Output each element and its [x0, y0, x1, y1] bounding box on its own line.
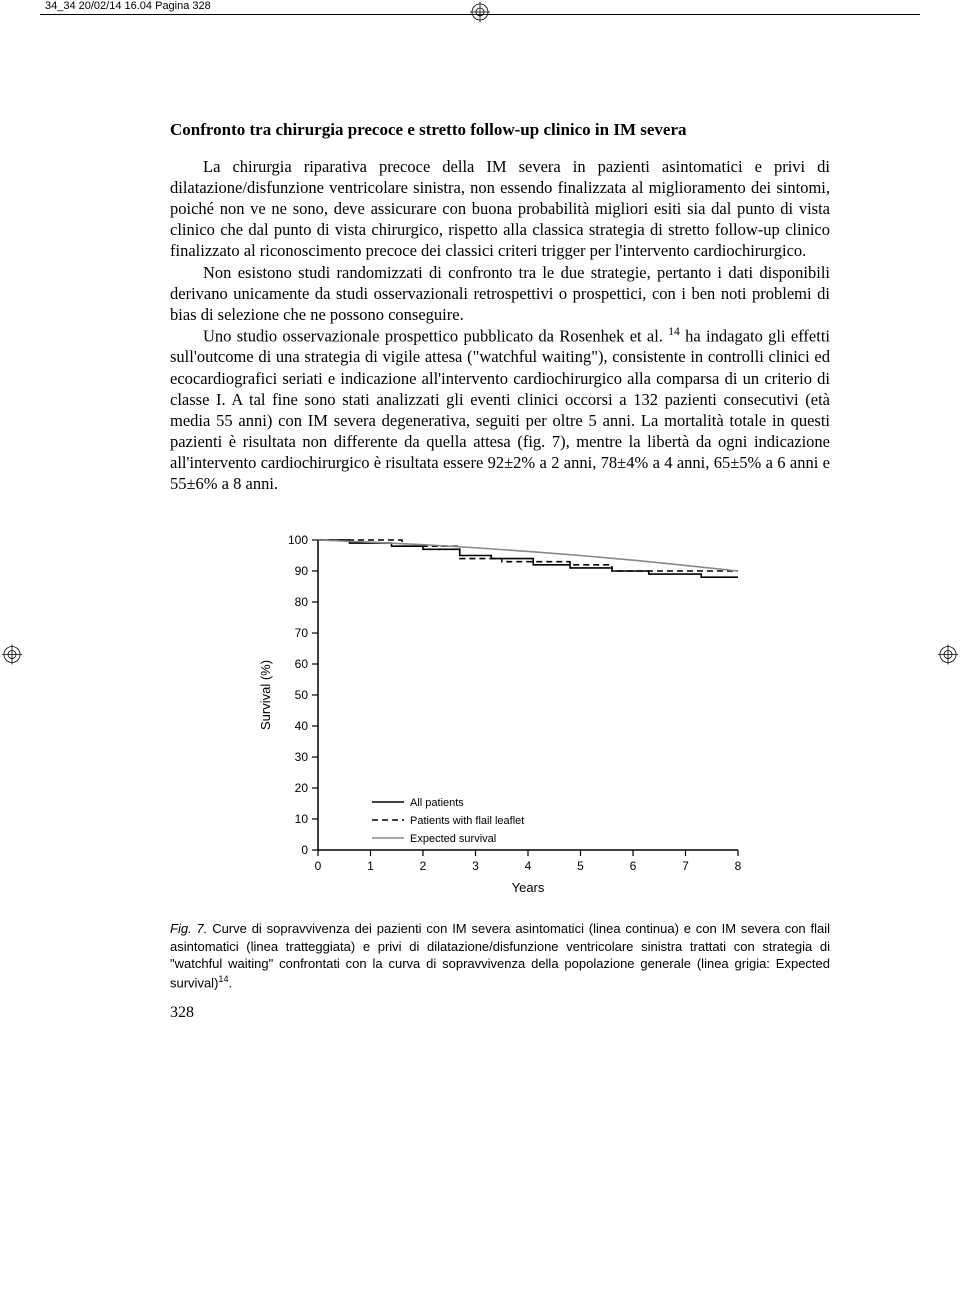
- svg-text:1: 1: [367, 859, 374, 873]
- caption-label: Fig. 7.: [170, 921, 207, 936]
- svg-text:All patients: All patients: [410, 797, 464, 809]
- svg-text:Years: Years: [512, 880, 545, 895]
- caption-ref: 14: [218, 974, 228, 984]
- crop-mark-left: [2, 645, 22, 670]
- svg-text:Expected survival: Expected survival: [410, 833, 496, 845]
- p3-ref: 14: [668, 326, 680, 338]
- caption-text: Curve di sopravvivenza dei pazienti con …: [170, 921, 830, 990]
- svg-text:3: 3: [472, 859, 479, 873]
- svg-text:40: 40: [295, 719, 309, 733]
- svg-text:8: 8: [735, 859, 742, 873]
- p3-part-b: ha indagato gli effetti sull'outcome di …: [170, 326, 830, 493]
- svg-text:6: 6: [630, 859, 637, 873]
- crop-mark-right: [938, 645, 958, 670]
- svg-text:7: 7: [682, 859, 689, 873]
- figure-7: 0 10 20 30 40 50 60 70 80 90 100 0 1 2 3 4 5 6 7 8 Years Surv…: [230, 522, 770, 902]
- svg-text:80: 80: [295, 595, 309, 609]
- svg-text:2: 2: [420, 859, 427, 873]
- svg-text:50: 50: [295, 688, 309, 702]
- svg-text:70: 70: [295, 626, 309, 640]
- section-title: Confronto tra chirurgia precoce e strett…: [170, 120, 830, 140]
- svg-text:Survival (%): Survival (%): [258, 660, 273, 730]
- survival-chart: 0 10 20 30 40 50 60 70 80 90 100 0 1 2 3 4 5 6 7 8 Years Surv…: [240, 522, 760, 902]
- caption-tail: .: [229, 975, 233, 990]
- figure-caption: Fig. 7. Curve di sopravvivenza dei pazie…: [170, 920, 830, 992]
- p3-part-a: Uno studio osservazionale prospettico pu…: [203, 326, 668, 345]
- running-header: 34_34 20/02/14 16.04 Pagina 328: [45, 0, 217, 12]
- page-content: Confronto tra chirurgia precoce e strett…: [170, 30, 830, 1022]
- svg-text:30: 30: [295, 750, 309, 764]
- svg-text:100: 100: [288, 533, 308, 547]
- svg-text:10: 10: [295, 812, 309, 826]
- crop-mark-top: [470, 2, 490, 27]
- svg-text:5: 5: [577, 859, 584, 873]
- page-number: 328: [170, 1004, 830, 1022]
- paragraph-3: Uno studio osservazionale prospettico pu…: [170, 325, 830, 494]
- svg-text:Patients with flail leaflet: Patients with flail leaflet: [410, 815, 524, 827]
- svg-text:0: 0: [315, 859, 322, 873]
- svg-text:90: 90: [295, 564, 309, 578]
- paragraph-1: La chirurgia riparativa precoce della IM…: [170, 156, 830, 262]
- svg-text:0: 0: [301, 843, 308, 857]
- svg-text:60: 60: [295, 657, 309, 671]
- paragraph-2: Non esistono studi randomizzati di confr…: [170, 262, 830, 325]
- svg-text:4: 4: [525, 859, 532, 873]
- svg-text:20: 20: [295, 781, 309, 795]
